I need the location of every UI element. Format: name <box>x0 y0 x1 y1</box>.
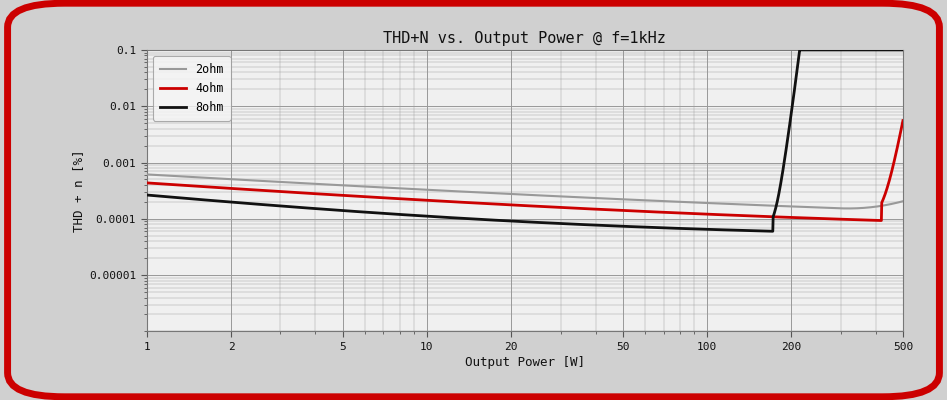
8ohm <box>897 48 908 52</box>
4ohm <box>875 218 886 223</box>
2ohm <box>180 174 191 179</box>
4ohm <box>141 180 152 185</box>
2ohm <box>843 206 854 211</box>
8ohm <box>767 229 778 234</box>
4ohm <box>737 213 748 218</box>
Line: 2ohm: 2ohm <box>147 174 902 208</box>
X-axis label: Output Power [W]: Output Power [W] <box>465 356 585 369</box>
4ohm <box>489 202 500 206</box>
8ohm <box>876 48 887 52</box>
4ohm <box>180 183 191 188</box>
4ohm <box>875 218 886 223</box>
4ohm <box>897 118 908 123</box>
2ohm <box>875 204 886 208</box>
8ohm <box>180 196 191 201</box>
2ohm <box>489 191 500 196</box>
8ohm <box>489 218 500 222</box>
8ohm <box>876 48 887 52</box>
8ohm <box>509 219 520 224</box>
Legend: 2ohm, 4ohm, 8ohm: 2ohm, 4ohm, 8ohm <box>152 56 231 121</box>
Line: 4ohm: 4ohm <box>147 121 902 220</box>
8ohm <box>795 48 806 52</box>
8ohm <box>141 193 152 198</box>
2ohm <box>141 172 152 177</box>
Y-axis label: THD + n [%]: THD + n [%] <box>72 150 85 232</box>
8ohm <box>737 228 748 233</box>
4ohm <box>509 203 520 208</box>
Title: THD+N vs. Output Power @ f=1kHz: THD+N vs. Output Power @ f=1kHz <box>384 31 667 46</box>
Line: 8ohm: 8ohm <box>147 50 902 231</box>
2ohm <box>509 192 520 196</box>
2ohm <box>876 204 887 208</box>
2ohm <box>897 199 908 204</box>
2ohm <box>737 202 748 207</box>
4ohm <box>876 218 887 223</box>
